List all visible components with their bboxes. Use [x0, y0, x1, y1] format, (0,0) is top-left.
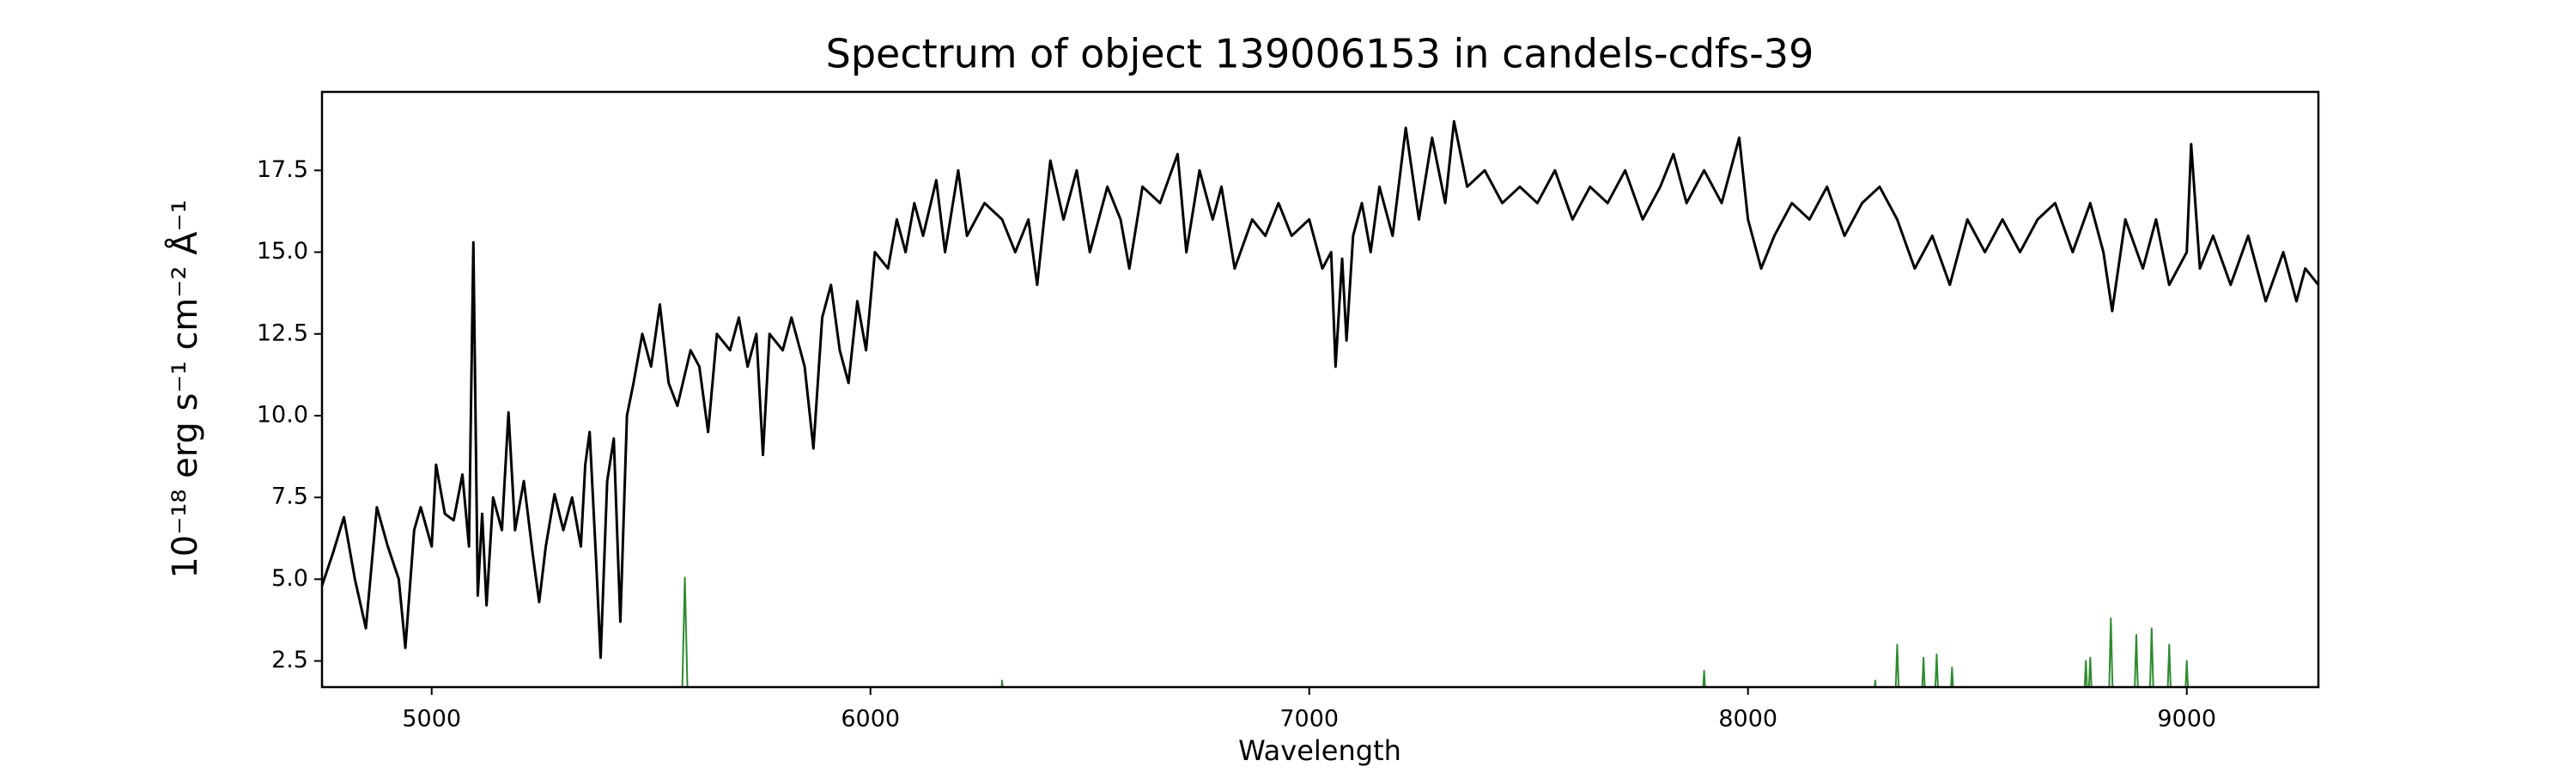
y-tick-label: 12.5 — [257, 320, 308, 346]
y-tick-label: 7.5 — [271, 484, 308, 510]
spectrum-line — [322, 119, 2318, 660]
y-tick-label: 17.5 — [257, 156, 308, 183]
x-tick-label: 7000 — [1279, 706, 1339, 733]
plot-area — [322, 119, 2318, 687]
y-tick-label: 5.0 — [271, 565, 308, 592]
y-axis-label: 10⁻¹⁸ erg s⁻¹ cm⁻² Å⁻¹ — [164, 199, 205, 578]
x-tick-label: 6000 — [841, 706, 900, 733]
x-tick-label: 8000 — [1718, 706, 1777, 733]
axes-frame — [320, 90, 2320, 689]
y-tick-label: 15.0 — [257, 238, 308, 265]
x-axis-label: Wavelength — [1238, 734, 1401, 767]
x-tick-label: 9000 — [2157, 706, 2216, 733]
spectrum-line — [322, 576, 2190, 687]
y-tick-label: 10.0 — [257, 401, 308, 428]
x-tick-label: 5000 — [402, 706, 461, 733]
y-tick-label: 2.5 — [271, 647, 308, 673]
chart-title: Spectrum of object 139006153 in candels-… — [826, 31, 1814, 77]
